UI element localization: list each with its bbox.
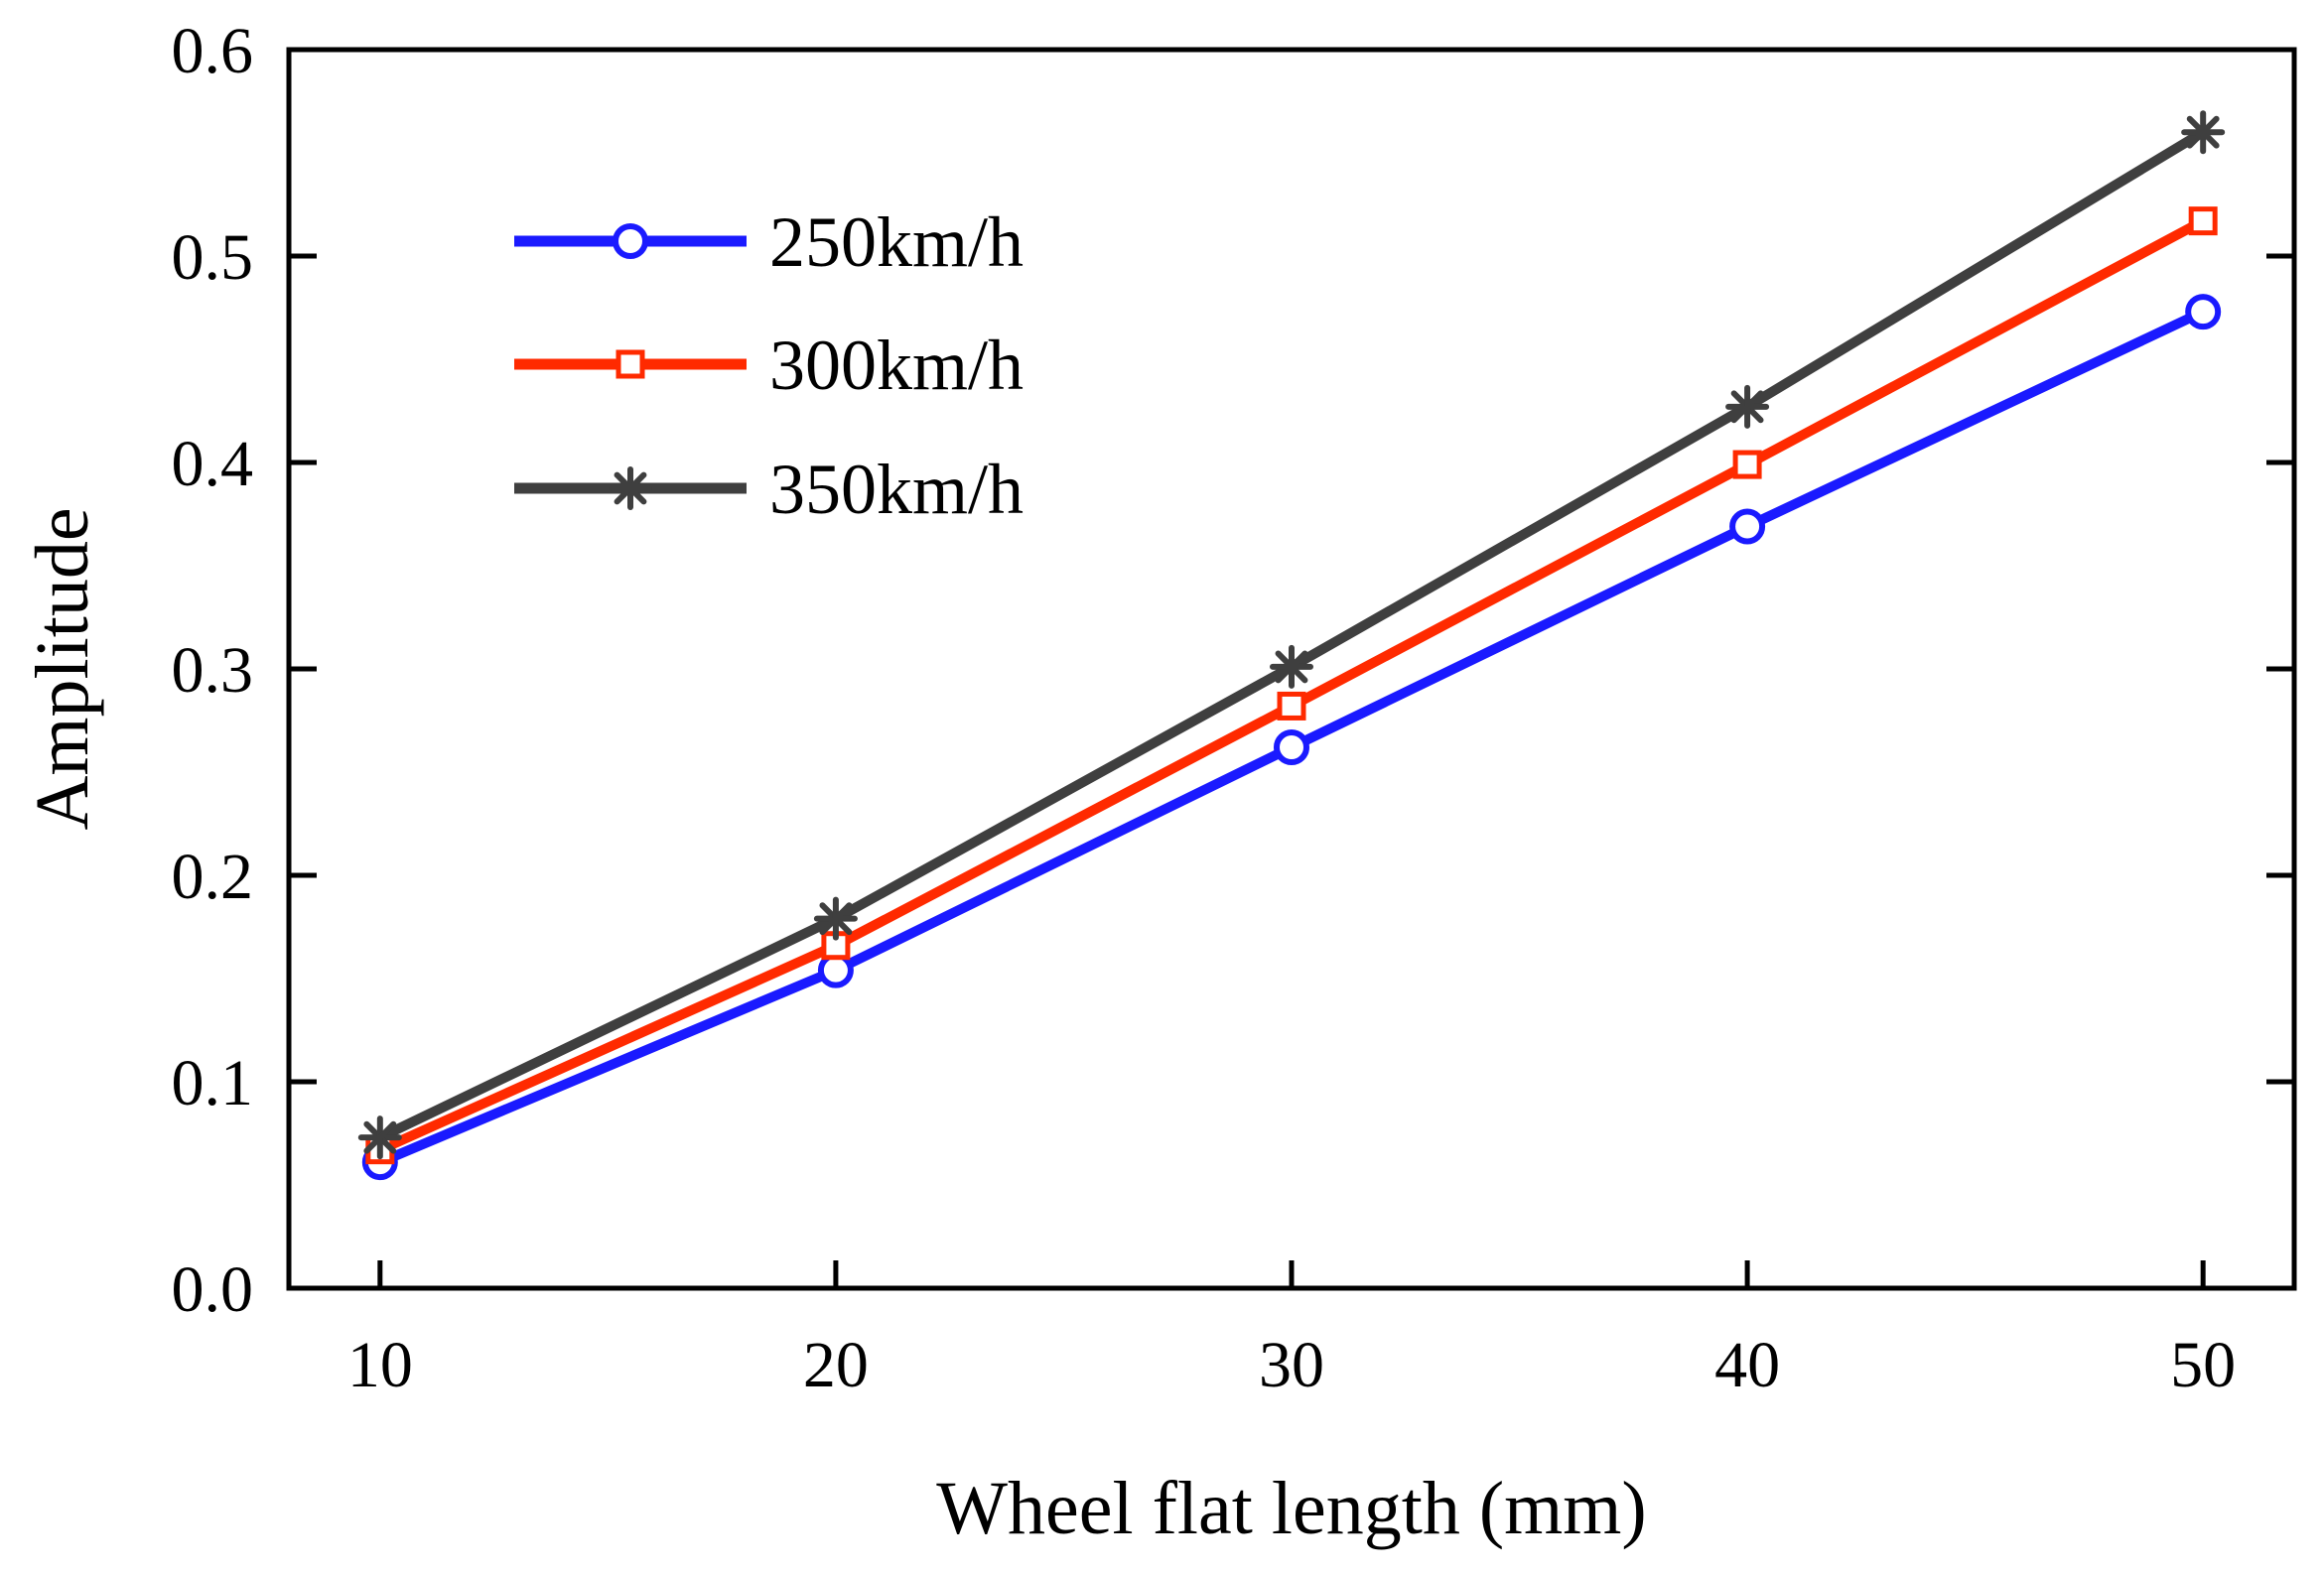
data-point [2188, 206, 2218, 236]
x-axis-title: Wheel flat length (mm) [936, 1467, 1646, 1550]
series-line-350km-per-h [377, 127, 2206, 1142]
y-tick-label: 0.0 [172, 1253, 254, 1326]
x-tick-label: 20 [803, 1329, 869, 1401]
y-axis-title: Amplitude [21, 507, 104, 830]
data-point [1277, 691, 1306, 721]
legend-entry: 250km/h [514, 202, 1024, 282]
data-point [813, 896, 858, 941]
series-lines [357, 110, 2226, 1181]
legend-entry: 300km/h [514, 326, 1024, 405]
data-point [1274, 729, 1309, 766]
y-tick-label: 0.1 [172, 1047, 254, 1119]
data-point [1270, 644, 1313, 689]
y-tick-label: 0.2 [172, 841, 254, 913]
legend: 250km/h 300km/h 350km/h [514, 202, 1024, 529]
y-tick-label: 0.5 [172, 221, 254, 294]
legend-label: 250km/h [769, 202, 1024, 282]
data-point [357, 1116, 402, 1160]
data-point [2185, 294, 2222, 330]
data-point [2181, 110, 2226, 155]
legend-marker [613, 223, 648, 259]
x-tick-label: 30 [1259, 1329, 1324, 1401]
legend-label: 300km/h [769, 326, 1024, 405]
data-point [1732, 450, 1762, 479]
tick-labels: 10 20 30 40 50 0.0 0.1 0.2 0.3 0.4 0.5 0.6 [172, 15, 2237, 1401]
legend-marker [609, 466, 652, 510]
y-tick-label: 0.4 [172, 428, 254, 500]
y-tick-label: 0.3 [172, 634, 254, 707]
legend-label: 350km/h [769, 450, 1024, 529]
x-tick-label: 50 [2170, 1329, 2236, 1401]
data-point [1729, 508, 1766, 545]
data-point [1725, 384, 1770, 429]
x-tick-label: 10 [347, 1329, 413, 1401]
legend-entry: 350km/h [514, 450, 1024, 529]
legend-marker [615, 349, 645, 379]
y-tick-label: 0.6 [172, 15, 254, 87]
plot-area-frame [286, 47, 2297, 1291]
x-tick-label: 40 [1714, 1329, 1780, 1401]
